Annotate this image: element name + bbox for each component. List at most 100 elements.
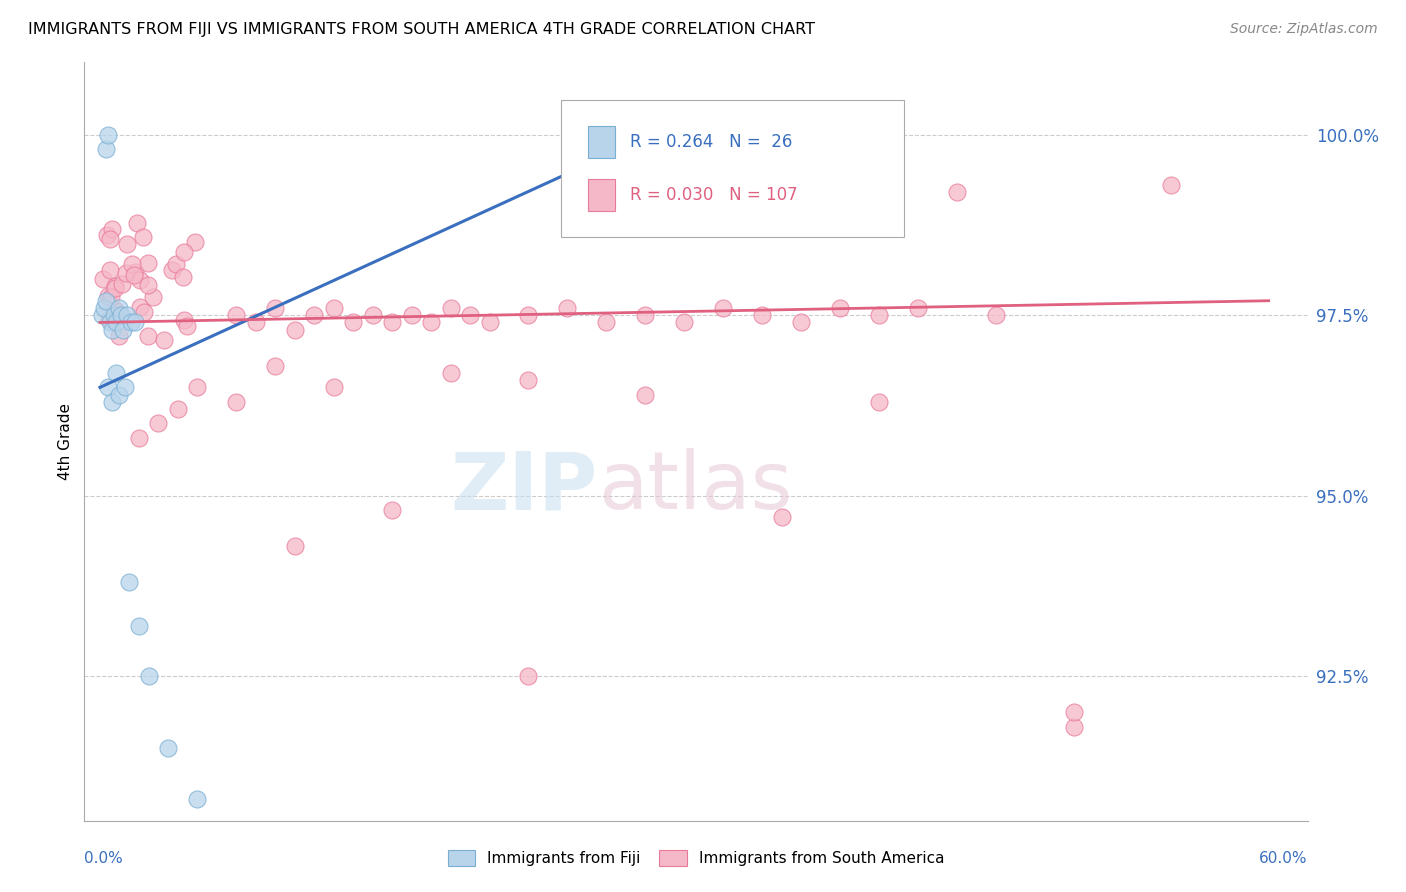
Point	[148, 417, 170, 431]
Point	[141, 290, 163, 304]
Point	[186, 792, 208, 806]
FancyBboxPatch shape	[561, 101, 904, 236]
Point	[517, 308, 540, 322]
Point	[115, 308, 138, 322]
Point	[96, 228, 118, 243]
Point	[517, 373, 540, 387]
Point	[673, 315, 696, 329]
Point	[90, 308, 112, 322]
Point	[284, 323, 307, 337]
Text: 60.0%: 60.0%	[1260, 851, 1308, 866]
Point	[284, 539, 307, 553]
Point	[458, 308, 481, 322]
Point	[830, 301, 852, 315]
Point	[517, 669, 540, 683]
Point	[1063, 706, 1085, 720]
Point	[160, 263, 183, 277]
Point	[122, 268, 145, 282]
Point	[322, 380, 344, 394]
Point	[134, 304, 156, 318]
Point	[245, 315, 267, 329]
FancyBboxPatch shape	[588, 179, 616, 211]
Point	[136, 256, 159, 270]
Point	[115, 266, 138, 280]
Point	[186, 380, 208, 394]
Text: R = 0.264   N =  26: R = 0.264 N = 26	[630, 133, 793, 151]
Point	[100, 290, 122, 304]
Point	[125, 216, 148, 230]
Point	[166, 402, 188, 417]
Point	[121, 257, 143, 271]
Point	[129, 273, 152, 287]
Point	[98, 232, 121, 246]
Point	[111, 277, 134, 291]
Point	[184, 235, 207, 249]
Point	[120, 315, 142, 329]
Point	[439, 366, 461, 380]
Point	[104, 303, 127, 318]
Point	[103, 308, 125, 322]
Point	[97, 380, 120, 394]
Text: IMMIGRANTS FROM FIJI VS IMMIGRANTS FROM SOUTH AMERICA 4TH GRADE CORRELATION CHAR: IMMIGRANTS FROM FIJI VS IMMIGRANTS FROM …	[28, 22, 815, 37]
Point	[225, 394, 247, 409]
Point	[124, 315, 146, 329]
Point	[157, 741, 180, 756]
Point	[104, 315, 127, 329]
Point	[138, 669, 160, 683]
Point	[128, 431, 150, 445]
Point	[91, 272, 114, 286]
Point	[94, 142, 117, 156]
Point	[420, 315, 443, 329]
Point	[165, 256, 187, 270]
FancyBboxPatch shape	[588, 126, 616, 158]
Text: ZIP: ZIP	[451, 448, 598, 526]
Point	[342, 315, 364, 329]
Point	[101, 221, 124, 235]
Point	[114, 380, 136, 394]
Point	[557, 301, 579, 315]
Text: atlas: atlas	[598, 448, 793, 526]
Point	[118, 575, 141, 590]
Legend: Immigrants from Fiji, Immigrants from South America: Immigrants from Fiji, Immigrants from So…	[447, 850, 945, 866]
Point	[124, 265, 146, 279]
Point	[115, 236, 138, 251]
Point	[751, 308, 773, 322]
Point	[104, 366, 127, 380]
Point	[152, 334, 174, 348]
Point	[984, 308, 1007, 322]
Point	[907, 301, 929, 315]
Point	[103, 303, 125, 318]
Point	[172, 269, 194, 284]
Point	[634, 387, 657, 401]
Point	[100, 394, 122, 409]
Point	[711, 301, 734, 315]
Point	[478, 315, 501, 329]
Point	[361, 308, 384, 322]
Point	[770, 510, 793, 524]
Point	[264, 359, 287, 373]
Point	[1063, 720, 1085, 734]
Point	[946, 186, 969, 200]
Point	[98, 311, 121, 326]
Point	[225, 308, 247, 322]
Text: R = 0.030   N = 107: R = 0.030 N = 107	[630, 186, 797, 204]
Point	[93, 301, 115, 315]
Point	[132, 230, 155, 244]
Point	[673, 113, 696, 128]
Point	[322, 301, 344, 315]
Point	[94, 293, 117, 308]
Point	[136, 277, 159, 292]
Point	[108, 329, 131, 343]
Point	[136, 328, 159, 343]
Point	[104, 279, 127, 293]
Point	[100, 323, 122, 337]
Y-axis label: 4th Grade: 4th Grade	[58, 403, 73, 480]
Point	[112, 323, 135, 337]
Point	[98, 315, 121, 329]
Point	[868, 394, 890, 409]
Point	[100, 263, 122, 277]
Point	[173, 312, 195, 326]
Point	[173, 245, 195, 260]
Point	[634, 308, 657, 322]
Point	[108, 301, 131, 315]
